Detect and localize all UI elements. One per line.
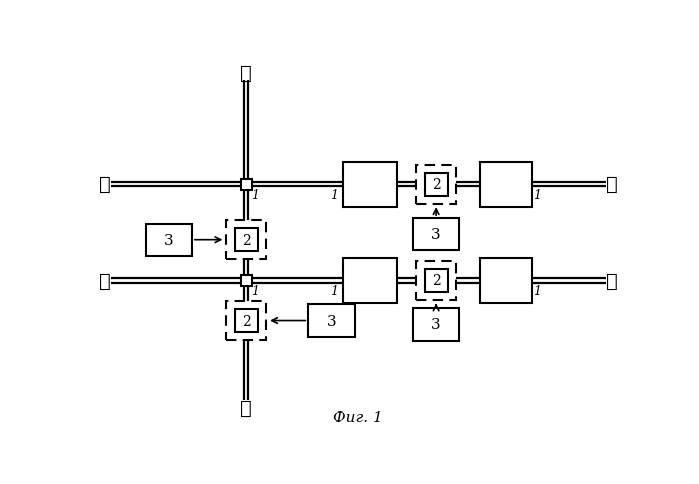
Bar [424,270,448,292]
Bar [413,219,459,251]
Text: 2: 2 [242,233,251,247]
Text: 2: 2 [432,274,440,288]
Bar [480,163,532,207]
Bar [343,258,397,303]
Text: 3: 3 [431,228,441,242]
Text: 1: 1 [533,285,541,297]
Text: 2: 2 [242,314,251,328]
Text: 1: 1 [533,188,541,201]
Text: 3: 3 [326,314,336,328]
Text: 1: 1 [251,285,259,297]
Text: ⋮: ⋮ [240,399,252,417]
Bar [416,262,456,300]
Bar [424,173,448,197]
Text: ⋮: ⋮ [240,64,252,82]
Text: ⋯: ⋯ [99,176,110,194]
Bar [226,302,266,340]
Bar [145,224,192,257]
Text: 1: 1 [330,188,338,201]
Bar [413,309,459,341]
Text: ⋯: ⋯ [99,272,110,290]
Text: 1: 1 [251,188,259,201]
Text: 1: 1 [330,285,338,297]
Text: Фиг. 1: Фиг. 1 [333,410,383,424]
Bar [235,228,258,252]
Bar [226,221,266,259]
Text: ⋯: ⋯ [606,176,618,194]
Bar [308,305,355,337]
Bar [343,163,397,207]
Bar [480,258,532,303]
Bar [416,166,456,204]
Text: 2: 2 [432,178,440,192]
Bar [241,275,252,287]
Bar [241,180,252,190]
Text: ⋯: ⋯ [606,272,618,290]
Text: 3: 3 [164,233,173,247]
Text: 3: 3 [431,318,441,332]
Bar [235,309,258,333]
